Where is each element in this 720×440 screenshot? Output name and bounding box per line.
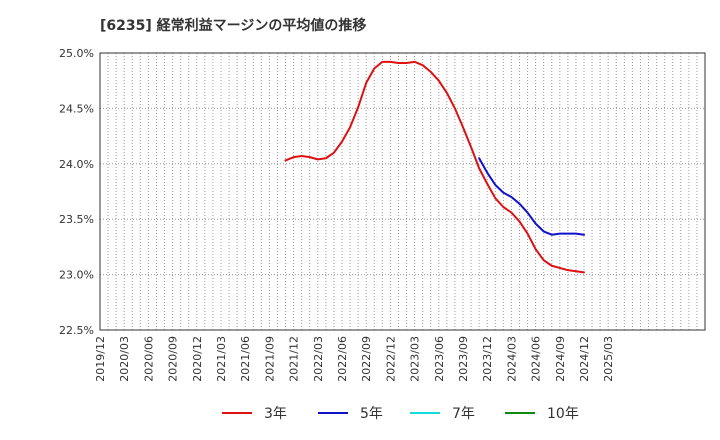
x-tick-label: 2020/03	[118, 336, 131, 382]
y-tick-label: 22.5%	[59, 324, 94, 337]
x-tick-label: 2024/09	[554, 336, 567, 382]
chart-title: [6235] 経常利益マージンの平均値の推移	[100, 17, 366, 34]
x-tick-label: 2025/03	[602, 336, 615, 382]
x-axis: 2019/12 2020/03 2020/06 2020/09 2020/12 2021/…	[94, 336, 615, 382]
legend-label: 10年	[547, 406, 579, 422]
legend-label: 3年	[264, 406, 287, 422]
x-tick-label: 2020/12	[191, 336, 204, 382]
x-tick-label: 2024/06	[530, 336, 543, 382]
x-tick-label: 2019/12	[94, 336, 107, 382]
grid	[100, 53, 705, 330]
x-tick-label: 2022/09	[360, 336, 373, 382]
x-tick-label: 2023/03	[409, 336, 422, 382]
y-tick-label: 25.0%	[59, 47, 94, 60]
x-tick-label: 2022/06	[336, 336, 349, 382]
x-tick-label: 2023/06	[433, 336, 446, 382]
y-axis: 25.0% 24.5% 24.0% 23.5% 23.0% 22.5%	[59, 47, 94, 337]
legend-label: 7年	[452, 406, 475, 422]
x-tick-label: 2020/09	[167, 336, 180, 382]
x-tick-label: 2020/06	[142, 336, 155, 382]
legend-label: 5年	[360, 406, 383, 422]
plot-area	[99, 52, 706, 331]
x-tick-label: 2022/12	[384, 336, 397, 382]
x-tick-label: 2024/03	[505, 336, 518, 382]
series-lines	[284, 60, 585, 274]
x-tick-label: 2021/09	[263, 336, 276, 382]
x-tick-label: 2022/03	[312, 336, 325, 382]
y-tick-label: 23.5%	[59, 213, 94, 226]
x-tick-label: 2021/12	[288, 336, 301, 382]
y-tick-label: 24.0%	[59, 158, 94, 171]
series-line-3年	[284, 60, 585, 274]
x-tick-label: 2021/06	[239, 336, 252, 382]
x-tick-label: 2023/09	[457, 336, 470, 382]
x-tick-label: 2024/12	[578, 336, 591, 382]
x-tick-label: 2023/12	[481, 336, 494, 382]
y-tick-label: 24.5%	[59, 102, 94, 115]
y-tick-label: 23.0%	[59, 269, 94, 282]
x-tick-label: 2021/03	[215, 336, 228, 382]
legend: 3年 5年 7年 10年	[222, 406, 579, 422]
series-line-5年	[478, 157, 585, 236]
